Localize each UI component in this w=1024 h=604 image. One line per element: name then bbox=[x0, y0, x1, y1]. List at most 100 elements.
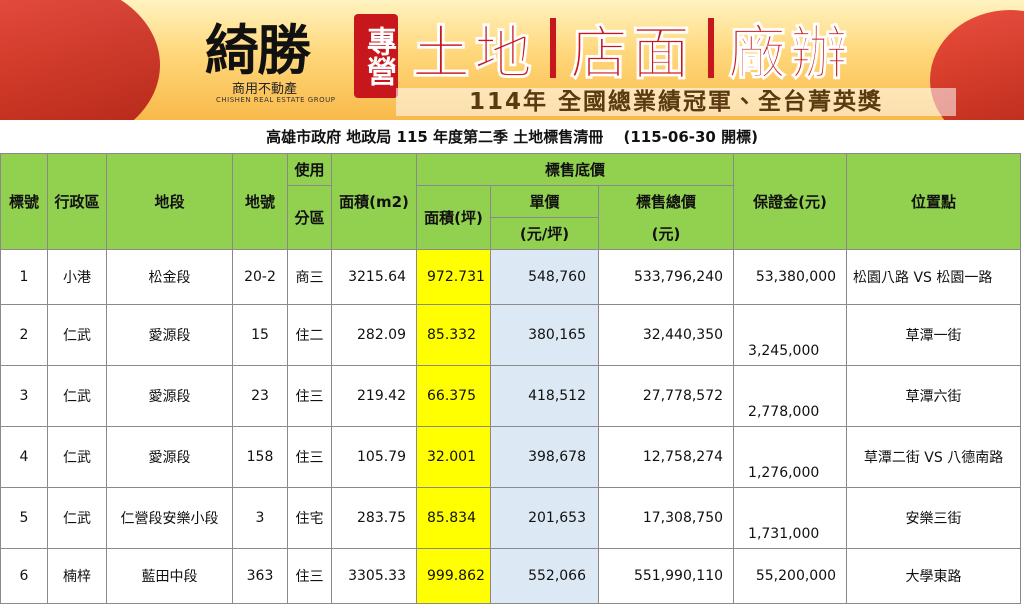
table-cell: 20-2 bbox=[232, 249, 288, 305]
table-cell: 1 bbox=[0, 249, 48, 305]
header-cell: 行政區 bbox=[47, 153, 107, 250]
header-cell: 面積(m2) bbox=[331, 153, 417, 250]
divider bbox=[550, 18, 557, 78]
header-cell: 標售總價 bbox=[597, 185, 735, 218]
table-header: 標號 行政區 地段 地號 使用 面積(m2) 標售底價 保證金(元) 位置點 分… bbox=[0, 153, 1022, 250]
table-cell: 仁營段安樂小段 bbox=[106, 487, 233, 549]
table-cell: 4 bbox=[0, 426, 48, 488]
header-cell: 地號 bbox=[232, 153, 288, 250]
table-cell: 藍田中段 bbox=[106, 548, 233, 604]
header-row: 標號 行政區 地段 地號 使用 面積(m2) 標售底價 保證金(元) 位置點 bbox=[0, 153, 1022, 250]
table-cell: 楠梓 bbox=[47, 548, 107, 604]
table-cell: 草潭二街 VS 八德南路 bbox=[846, 426, 1022, 488]
table-cell: 282.09 bbox=[331, 304, 417, 366]
table-cell: 972.731 bbox=[416, 249, 491, 305]
table-cell: 12,758,274 bbox=[597, 426, 735, 488]
table-cell: 418,512 bbox=[490, 365, 599, 427]
table-cell: 5 bbox=[0, 487, 48, 549]
table-row: 5 仁武 仁營段安樂小段 3 住宅 283.75 85.834 201,653 17,308,7… bbox=[0, 487, 1022, 549]
table-cell: 大學東路 bbox=[846, 548, 1022, 604]
table-cell: 住二 bbox=[287, 304, 332, 366]
table-cell: 27,778,572 bbox=[597, 365, 735, 427]
table-cell: 3 bbox=[0, 365, 48, 427]
table-body: 1 小港 松金段 20-2 商三 3215.64 972.731 548,760 533,796… bbox=[0, 249, 1022, 604]
table-cell: 草潭一街 bbox=[846, 304, 1022, 366]
logo-english: CHISHEN REAL ESTATE GROUP bbox=[216, 96, 336, 104]
table-cell: 85.332 bbox=[416, 304, 491, 366]
table-cell: 17,308,750 bbox=[597, 487, 735, 549]
table-cell: 愛源段 bbox=[106, 426, 233, 488]
table-cell: 219.42 bbox=[331, 365, 417, 427]
header-cell: 單價 bbox=[490, 185, 599, 218]
table-cell: 23 bbox=[232, 365, 288, 427]
table-cell: 398,678 bbox=[490, 426, 599, 488]
service: 店面 bbox=[570, 19, 695, 88]
logo: 綺勝 bbox=[205, 18, 311, 82]
table-row: 1 小港 松金段 20-2 商三 3215.64 972.731 548,760 533,796… bbox=[0, 249, 1022, 305]
service: 廠辦 bbox=[728, 19, 853, 88]
table-row: 4 仁武 愛源段 158 住三 105.79 32.001 398,678 12,758,274… bbox=[0, 426, 1022, 488]
service: 土地 bbox=[411, 19, 537, 88]
table-cell: 仁武 bbox=[47, 426, 107, 488]
table-cell: 小港 bbox=[47, 249, 107, 305]
table-cell: 住三 bbox=[287, 548, 332, 604]
banner: 綺勝 商用不動產 CHISHEN REAL ESTATE GROUP 專營 土地… bbox=[0, 0, 1024, 120]
table-cell: 安樂三街 bbox=[846, 487, 1022, 549]
logo-subtitle: 商用不動產 bbox=[232, 82, 298, 97]
table-cell: 105.79 bbox=[331, 426, 417, 488]
table-cell: 住三 bbox=[287, 365, 332, 427]
table-cell: 6 bbox=[0, 548, 48, 604]
divider bbox=[708, 18, 715, 78]
ribbon-left bbox=[0, 0, 160, 120]
title: 高雄市政府 地政局 115 年度第二季 土地標售清冊 (115-06-30 開標… bbox=[266, 128, 758, 146]
table-cell: 380,165 bbox=[490, 304, 599, 366]
table-cell: 3305.33 bbox=[331, 548, 417, 604]
table-cell: 2,778,000 bbox=[733, 365, 848, 427]
header-cell: 標售底價 bbox=[415, 153, 735, 186]
table-cell: 53,380,000 bbox=[733, 249, 848, 305]
table-cell: 66.375 bbox=[416, 365, 491, 427]
header-cell: 地段 bbox=[106, 153, 233, 250]
sale-table: 標號 行政區 地段 地號 使用 面積(m2) 標售底價 保證金(元) 位置點 分… bbox=[0, 153, 1022, 604]
services: 土地 店面 廠辦 bbox=[411, 8, 912, 88]
table-cell: 松園八路 VS 松園一路 bbox=[846, 249, 1022, 305]
table-row: 3 仁武 愛源段 23 住三 219.42 66.375 418,512 27,778,572 2… bbox=[0, 365, 1022, 427]
header-cell: 使用 bbox=[287, 153, 332, 186]
slogan: 114年 全國總業績冠軍、全台菁英獎 bbox=[396, 88, 956, 116]
table-cell: 552,066 bbox=[490, 548, 599, 604]
table-cell: 201,653 bbox=[490, 487, 599, 549]
header-row: 分區 面積(坪) 單價 標售總價 bbox=[1, 185, 1021, 250]
table-row: 2 仁武 愛源段 15 住二 282.09 85.332 380,165 32,440,350 3… bbox=[0, 304, 1022, 366]
table-cell: 1,731,000 bbox=[733, 487, 848, 549]
table-cell: 仁武 bbox=[47, 365, 107, 427]
table-cell: 松金段 bbox=[106, 249, 233, 305]
header-cell: (元/坪) bbox=[490, 217, 599, 250]
table-cell: 533,796,240 bbox=[597, 249, 735, 305]
table-cell: 283.75 bbox=[331, 487, 417, 549]
table-cell: 158 bbox=[232, 426, 288, 488]
header-cell: 位置點 bbox=[846, 153, 1022, 250]
table-cell: 548,760 bbox=[490, 249, 599, 305]
header-row: (元/坪) (元) bbox=[1, 217, 1021, 250]
tag: 專營 bbox=[354, 14, 398, 98]
table-cell: 草潭六街 bbox=[846, 365, 1022, 427]
table-cell: 15 bbox=[232, 304, 288, 366]
table-cell: 32,440,350 bbox=[597, 304, 735, 366]
table-cell: 愛源段 bbox=[106, 365, 233, 427]
table-cell: 363 bbox=[232, 548, 288, 604]
table-cell: 商三 bbox=[287, 249, 332, 305]
header-cell: 標號 bbox=[0, 153, 48, 250]
table-cell: 住宅 bbox=[287, 487, 332, 549]
table-row: 6 楠梓 藍田中段 363 住三 3305.33 999.862 552,066 551,990… bbox=[0, 548, 1022, 604]
table-cell: 住三 bbox=[287, 426, 332, 488]
table-cell: 3,245,000 bbox=[733, 304, 848, 366]
table-cell: 1,276,000 bbox=[733, 426, 848, 488]
table-cell: 仁武 bbox=[47, 487, 107, 549]
table-cell: 3215.64 bbox=[331, 249, 417, 305]
table-cell: 3 bbox=[232, 487, 288, 549]
table-cell: 愛源段 bbox=[106, 304, 233, 366]
table-cell: 999.862 bbox=[416, 548, 491, 604]
table-cell: 仁武 bbox=[47, 304, 107, 366]
